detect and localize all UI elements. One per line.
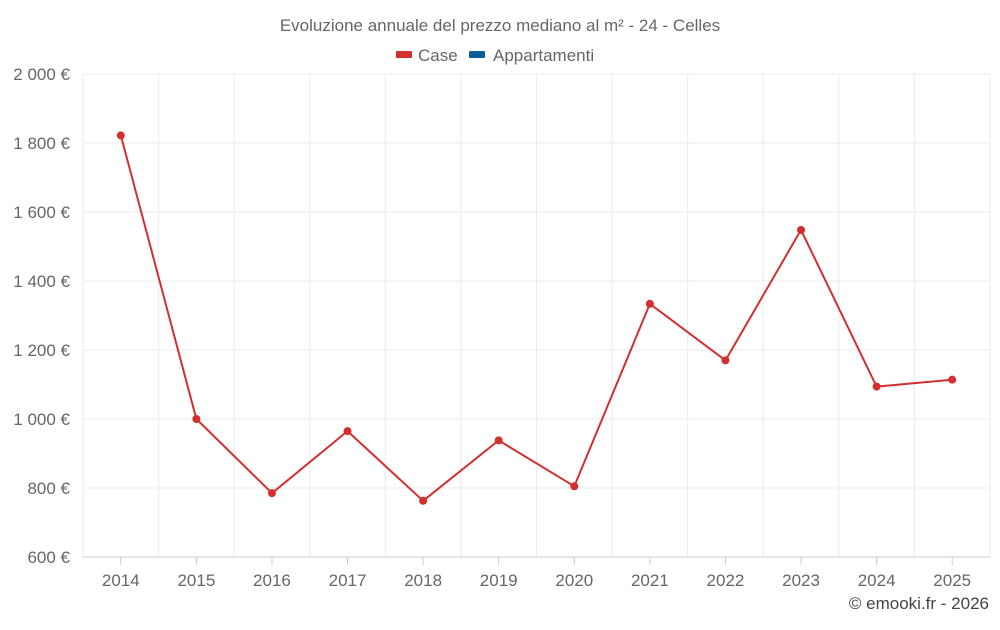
y-tick-label: 1 400 € [13, 272, 70, 291]
data-point-case-2024[interactable] [872, 382, 881, 391]
x-tick-label: 2014 [102, 571, 140, 590]
axes: 600 € 800 € 1 000 € 1 200 € 1 400 € 1 600 € 1 … [13, 65, 990, 590]
legend-label-case: Case [418, 46, 458, 65]
credit-text: © emooki.fr - 2026 [849, 594, 989, 613]
legend-swatch-appartamenti [469, 51, 485, 58]
y-tick-label: 800 € [27, 479, 70, 498]
y-tick-label: 2 000 € [13, 65, 70, 84]
x-tick-label: 2025 [933, 571, 971, 590]
data-point-case-2014[interactable] [116, 131, 125, 140]
data-point-case-2023[interactable] [797, 225, 806, 234]
x-tick-label: 2018 [404, 571, 442, 590]
y-tick-label: 600 € [27, 548, 70, 567]
legend-label-appartamenti: Appartamenti [493, 46, 594, 65]
data-point-case-2017[interactable] [343, 427, 352, 436]
y-tick-label: 1 000 € [13, 410, 70, 429]
x-tick-label: 2023 [782, 571, 820, 590]
legend: Case Appartamenti [396, 46, 594, 65]
y-tick-label: 1 800 € [13, 134, 70, 153]
data-point-case-2016[interactable] [267, 489, 276, 498]
x-tick-label: 2022 [707, 571, 745, 590]
legend-item-case[interactable]: Case [396, 46, 458, 65]
data-point-case-2022[interactable] [721, 356, 730, 365]
y-tick-label: 1 200 € [13, 341, 70, 360]
series-layer [116, 131, 957, 505]
y-tick-label: 1 600 € [13, 203, 70, 222]
x-tick-label: 2019 [480, 571, 518, 590]
legend-swatch-case [396, 51, 412, 58]
x-tick-label: 2016 [253, 571, 291, 590]
series-line-case [119, 135, 953, 502]
data-point-case-2015[interactable] [192, 415, 201, 423]
data-point-case-2025[interactable] [948, 375, 957, 384]
chart-title: Evoluzione annuale del prezzo mediano al… [280, 16, 720, 35]
x-tick-label: 2021 [631, 571, 669, 590]
grid [82, 73, 991, 557]
data-point-case-2021[interactable] [645, 299, 654, 308]
x-tick-label: 2015 [177, 571, 215, 590]
x-tick-label: 2020 [555, 571, 593, 590]
data-point-case-2020[interactable] [570, 482, 579, 491]
x-tick-label: 2017 [329, 571, 367, 590]
data-point-case-2018[interactable] [419, 496, 428, 505]
x-tick-label: 2024 [858, 571, 896, 590]
legend-item-appartamenti[interactable]: Appartamenti [469, 46, 594, 65]
data-point-case-2019[interactable] [494, 436, 503, 445]
